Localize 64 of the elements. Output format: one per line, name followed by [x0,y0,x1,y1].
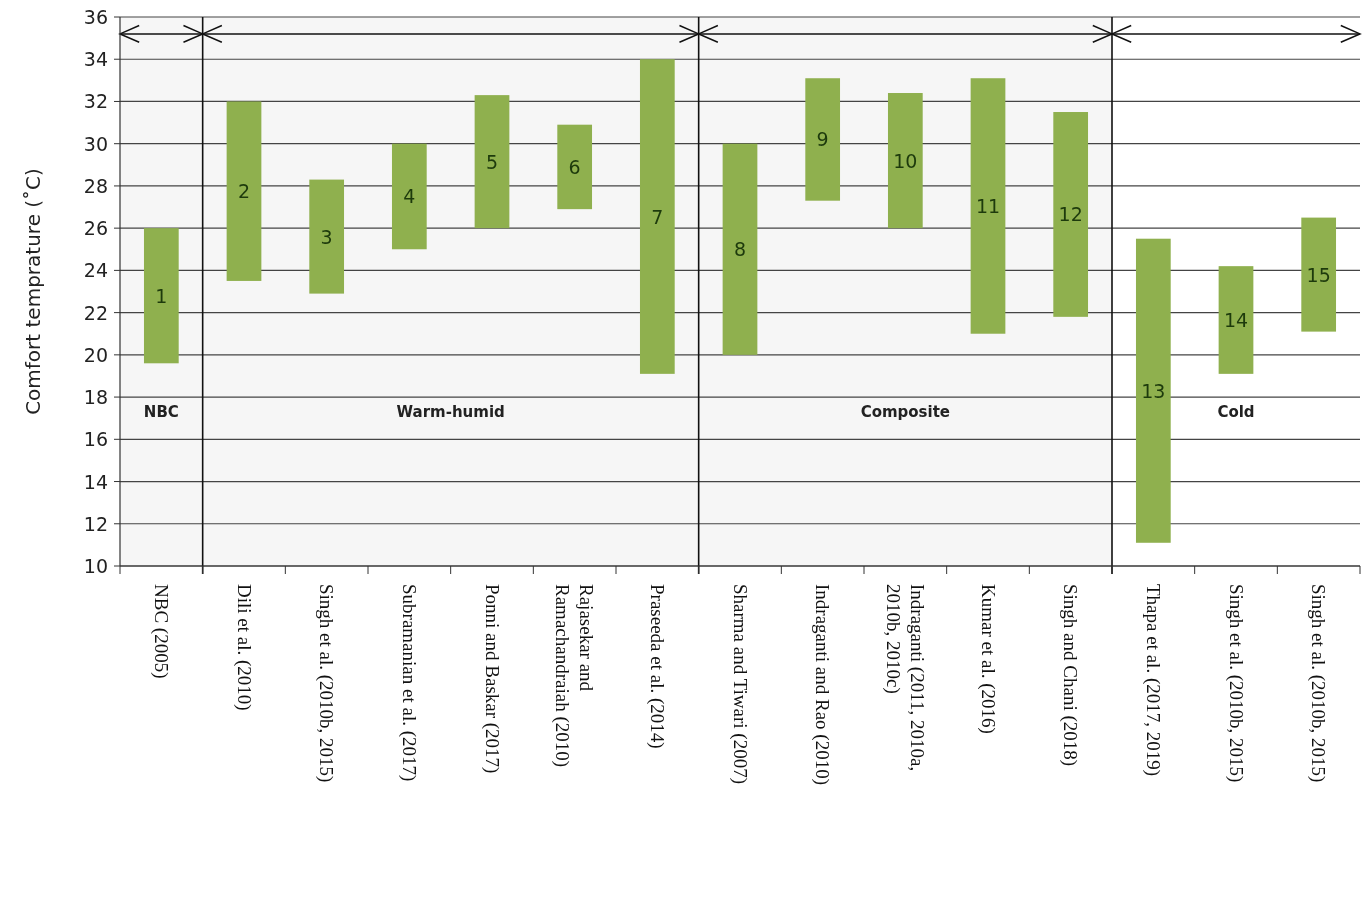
x-tick-label: Indraganti (2011, 2010a, 2010b, 2010c) [881,584,928,772]
bar [309,179,345,294]
y-tick-label: 20 [83,343,108,366]
y-tick-label: 18 [83,386,108,409]
y-tick-label: 30 [83,132,108,155]
bar [970,78,1006,334]
x-tick-label: Praseeda et al. (2014) [645,584,668,749]
annotation: 8 [733,238,747,261]
bar [391,143,427,250]
bar [143,228,179,364]
annotation: 11 [975,194,1001,217]
x-tick-label: Singh et al. (2010b, 2015) [1224,584,1247,783]
bar [1218,266,1254,374]
annotation: 12 [1058,203,1083,226]
y-axis-title: Comfort temprature (˚C) [21,168,45,415]
band-label: Warm-humid [396,402,505,421]
annotation: 9 [816,128,829,151]
bar [557,124,593,210]
y-tick-label: 26 [83,217,108,240]
annotation: 13 [1141,379,1166,402]
x-tick-label: Indraganti and Rao (2010) [811,584,834,786]
annotation: 1 [155,284,168,307]
bar [639,59,675,374]
annotation: 5 [485,150,499,173]
annotation: 2 [237,180,251,203]
y-tick-label: 12 [83,512,108,535]
annotation: Cold [1217,402,1255,421]
annotation: 14 [1223,309,1249,332]
y-tick-label: 32 [83,90,108,113]
x-tick-label: Thapa et al. (2017, 2019) [1141,584,1164,777]
band-label: Composite [860,402,951,421]
y-tick-label: 34 [83,48,108,71]
y-tick-label: 16 [83,428,108,451]
x-tick-label: Dili et al. (2010) [232,584,255,711]
x-tick-label: Singh et al. (2010b, 2015) [315,584,338,783]
annotation: 4 [403,185,416,208]
x-tick-label: Sharma and Tiwari (2007) [728,584,751,785]
x-tick-label: NBC (2005) [149,584,172,679]
y-tick-label: 24 [83,259,108,282]
bar [1053,112,1089,317]
x-tick-label: Rajasekar and Ramachandraiah (2010) [551,584,598,768]
annotation: 7 [651,205,664,228]
y-tick-label: 36 [83,6,108,28]
annotation: 3 [320,225,333,248]
annotation: 15 [1306,263,1331,286]
x-tick-label: Singh et al. (2010b, 2015) [1307,584,1330,783]
bar [805,78,841,201]
bar [1135,238,1171,543]
y-tick-label: 28 [83,174,108,197]
x-tick-label: Singh and Chani (2018) [1059,584,1082,767]
annotation: 10 [893,149,918,172]
annotation: 6 [568,155,581,178]
x-tick-label: Subramanian et al. (2017) [397,584,420,782]
y-tick-label: 22 [83,301,108,324]
bar [474,95,510,229]
x-tick-label: Kumar et al. (2016) [976,584,999,734]
bar [1301,217,1337,332]
y-tick-label: 14 [83,470,108,493]
bar [226,101,262,281]
y-tick-label: 10 [83,555,108,577]
band-label: NBC [143,402,179,421]
bar [722,143,758,355]
bar [887,93,923,229]
x-tick-label: Ponni and Baskar (2017) [480,584,503,774]
